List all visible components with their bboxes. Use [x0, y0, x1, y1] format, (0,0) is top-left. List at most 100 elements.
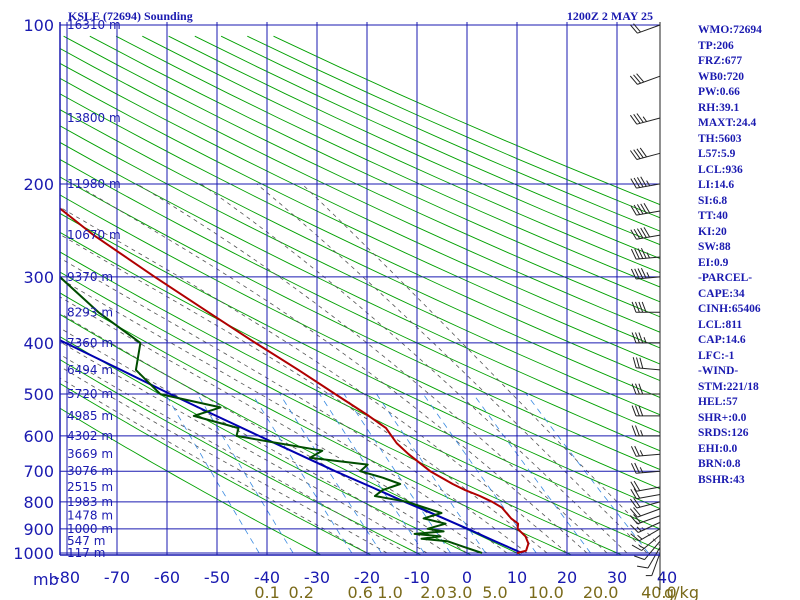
mixing-ratio-line [251, 393, 353, 554]
temperature-trace [60, 207, 530, 554]
moist-adiabat [60, 366, 388, 554]
wind-barb [629, 514, 661, 525]
wind-barb-feather [640, 203, 647, 214]
mixing-ratio-tick-label: 10.0 [528, 583, 564, 600]
wind-barb [630, 528, 661, 542]
wind-barb-feather [634, 462, 640, 474]
wind-barb-feather [639, 357, 644, 369]
wind-barb [629, 23, 661, 34]
wind-barb-feather [639, 147, 648, 158]
wind-barb [630, 521, 661, 533]
wind-barb-shaft [644, 540, 661, 560]
wind-barb [645, 552, 661, 577]
param-line: TH:5603 [698, 132, 742, 145]
wind-barb-shaft [636, 453, 661, 457]
height-label: 9370 m [67, 270, 113, 284]
wind-barb-feather [643, 203, 651, 214]
height-label: 2515 m [67, 480, 113, 494]
wind-barb-feather [631, 405, 637, 417]
temperature-tick-label: -80 [54, 568, 80, 587]
wind-barb-feather [638, 301, 644, 313]
moist-adiabat [60, 354, 408, 554]
wind-barb-feather [633, 480, 641, 491]
dry-adiabat [60, 212, 660, 510]
wind-barb-feather [640, 227, 647, 238]
wind-barb-feather [630, 229, 637, 240]
param-line: SW:88 [698, 241, 731, 253]
wind-barb-shaft [636, 494, 661, 500]
wind-barb [631, 301, 661, 313]
wind-barb-feather [635, 405, 640, 417]
wind-barb-feather [636, 148, 644, 159]
profiles [60, 207, 530, 554]
wind-barb-feather [641, 301, 647, 313]
wind-barb-shaft [647, 546, 661, 569]
height-label: 1478 m [67, 509, 113, 523]
wind-barb-feather [634, 445, 640, 457]
height-label: 16310 m [67, 18, 121, 32]
wind-barb-feather [638, 405, 644, 417]
wind-barb-feather [634, 268, 640, 279]
valid-time: 1200Z 2 MAY 25 [567, 9, 653, 23]
mixing-ratio-line [472, 393, 591, 554]
param-line: FRZ:677 [698, 55, 743, 67]
pressure-tick-label: 800 [23, 493, 54, 512]
wind-barb [629, 147, 661, 160]
wind-barb [630, 176, 661, 189]
wind-barb-shaft [636, 256, 661, 260]
wind-barb-feather [633, 23, 641, 33]
wind-barb [630, 480, 661, 492]
wind-barb-shaft [651, 552, 661, 576]
mixing-ratio-tick-label: 1.0 [377, 583, 402, 600]
dry-adiabat [60, 176, 660, 470]
wind-barb-shaft [641, 534, 661, 551]
height-label: 3669 m [67, 447, 113, 461]
wind-barb-feather [640, 176, 647, 187]
temperature-tick-label: 40 [657, 568, 677, 587]
wind-barb-feather [630, 205, 637, 216]
pressure-tick-label: 500 [23, 385, 54, 404]
dry-adiabat [60, 336, 473, 555]
wind-barb-feather [639, 467, 644, 473]
param-line: SRDS:126 [698, 427, 749, 439]
wind-barb [630, 203, 661, 216]
wind-barb [631, 332, 661, 344]
wind-barb-feather [633, 497, 641, 508]
height-labels: 16310 m 13800 m 11980 m 10670 m 9370 m 8293 m… [67, 18, 121, 560]
dry-adiabat [60, 109, 660, 398]
pressure-tick-label: 600 [23, 427, 54, 446]
mixing-ratio-tick-label: 5.0 [482, 583, 507, 600]
wind-barb-feather [636, 228, 644, 239]
pressure-tick-label: 300 [23, 268, 54, 287]
param-line: LI:14.6 [698, 179, 735, 191]
dry-adiabat [60, 141, 660, 434]
param-line: BRN:0.8 [698, 458, 741, 470]
mixing-ratio-tick-label: 0.6 [348, 583, 373, 600]
wind-barb-shaft [636, 210, 661, 216]
pressure-axis-label: mb [33, 570, 59, 589]
wind-barb-shaft [636, 276, 661, 280]
pressure-tick-label: 1000 [13, 544, 54, 563]
pressure-tick-label: 700 [23, 462, 54, 481]
param-line: BSHR:43 [698, 473, 745, 486]
wind-barb-feather [634, 248, 640, 260]
wind-barb-shaft [636, 183, 661, 189]
wind-barb-feather [629, 515, 638, 525]
mixing-ratio-tick-label: 0.2 [288, 583, 313, 600]
mixing-ratio-line [376, 393, 486, 554]
dry-adiabat [60, 251, 660, 551]
wind-barbs [629, 22, 661, 590]
temperature-tick-label: 10 [507, 568, 527, 587]
wind-barb-shaft [637, 75, 661, 85]
mixing-ratio-line [525, 393, 649, 554]
param-line: EHI:0.0 [698, 442, 738, 455]
wind-barb-feather [630, 488, 637, 499]
wind-barb [631, 405, 661, 417]
wind-barb [634, 540, 661, 561]
temperature-tick-label: -60 [154, 568, 180, 587]
wind-barb-feather [636, 177, 644, 188]
wind-barb-feather [630, 533, 640, 542]
wind-barb-feather [630, 481, 637, 492]
mixing-ratio-tick-label: 20.0 [583, 583, 619, 600]
mixing-ratio-line [197, 393, 294, 554]
